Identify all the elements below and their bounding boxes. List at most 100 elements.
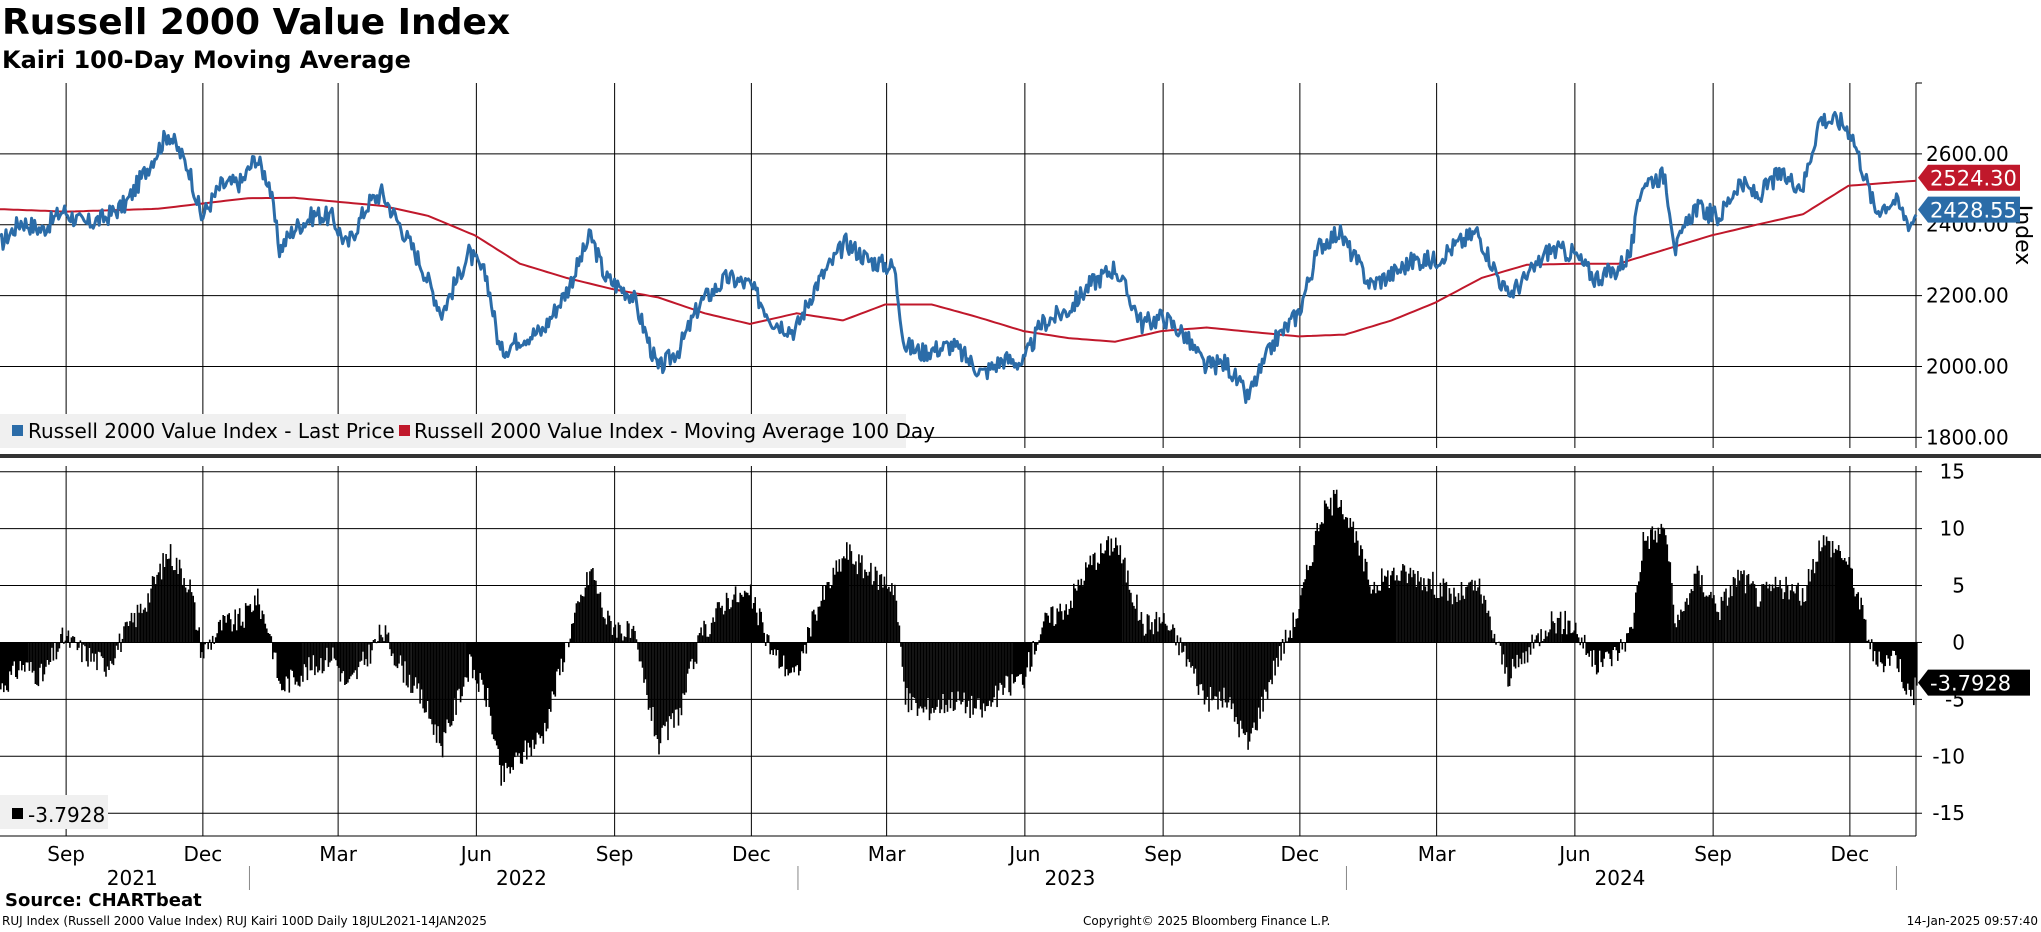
kairi-bar <box>93 642 95 662</box>
kairi-bar <box>238 608 241 643</box>
kairi-bar <box>84 642 86 647</box>
kairi-bar <box>867 575 869 643</box>
kairi-bar <box>837 571 839 643</box>
kairi-bar <box>1193 642 1195 674</box>
kairi-bar <box>1866 640 1868 643</box>
kairi-bar <box>1480 594 1482 643</box>
kairi-bar <box>1890 642 1893 656</box>
kairi-bar <box>177 574 179 643</box>
kairi-bar <box>1807 569 1810 643</box>
kairi-bar <box>1516 642 1518 655</box>
kairi-bar <box>598 593 600 643</box>
kairi-bar <box>1785 576 1787 643</box>
kairi-bar <box>773 642 776 650</box>
kairi-bar <box>840 571 842 643</box>
kairi-bar <box>165 554 167 643</box>
kairi-bar <box>145 611 148 643</box>
kairi-bar <box>112 642 115 666</box>
kairi-bar <box>901 642 904 667</box>
kairi-bar <box>444 642 447 734</box>
kairi-bar <box>1898 642 1900 673</box>
kairi-bar <box>1774 576 1777 643</box>
kairi-bar <box>829 588 832 643</box>
x-month-label: Mar <box>319 842 358 866</box>
kairi-bar <box>258 604 261 643</box>
kairi-bars <box>0 489 1918 786</box>
kairi-bar <box>1529 642 1532 655</box>
kairi-bar <box>1786 584 1789 643</box>
kairi-bar <box>779 642 782 667</box>
kairi-bar <box>1541 641 1544 643</box>
kairi-bar <box>1077 579 1080 643</box>
kairi-bar <box>635 639 638 643</box>
kairi-bar <box>913 642 916 699</box>
kairi-bar <box>426 642 429 701</box>
kairi-bar <box>1771 584 1774 643</box>
kairi-bar <box>1765 581 1768 643</box>
kairi-bar <box>1483 595 1485 643</box>
kairi-bar <box>342 642 345 672</box>
kairi-bar <box>1761 584 1763 643</box>
kairi-bar <box>1426 591 1428 643</box>
kairi-bar <box>150 588 152 643</box>
kairi-bar <box>1420 577 1422 643</box>
kairi-bar <box>513 642 516 758</box>
kairi-bar <box>742 596 744 643</box>
kairi-bar <box>1644 540 1646 643</box>
kairi-bar <box>1854 596 1856 643</box>
footer-copyright: Copyright© 2025 Bloomberg Finance L.P. <box>1083 914 1331 928</box>
kairi-bar <box>1738 580 1741 643</box>
kairi-bar <box>175 557 178 643</box>
kairi-bar <box>1475 590 1478 643</box>
kairi-bar <box>1441 596 1443 643</box>
kairi-bar <box>599 592 602 643</box>
kairi-bar <box>1791 584 1793 643</box>
kairi-bar <box>1307 570 1309 643</box>
kairi-bar <box>1752 581 1754 643</box>
kairi-bar <box>108 642 110 670</box>
kairi-bar <box>1815 561 1817 643</box>
kairi-bar <box>79 640 82 643</box>
kairi-bar <box>1292 612 1294 643</box>
kairi-bar <box>656 642 659 739</box>
kairi-bar <box>1702 592 1705 643</box>
kairi-bar <box>67 630 70 643</box>
kairi-bar <box>1262 642 1264 712</box>
kairi-bar <box>402 642 405 683</box>
kairi-bar <box>127 626 130 643</box>
kairi-bar <box>1106 540 1108 643</box>
kairi-bar <box>907 642 910 713</box>
kairi-bar <box>1436 598 1439 643</box>
kairi-bar <box>856 574 859 643</box>
kairi-bar <box>1244 642 1246 735</box>
x-month-label: Jun <box>1007 842 1040 866</box>
kairi-bar <box>486 642 489 688</box>
kairi-bar <box>456 642 459 691</box>
kairi-bar <box>12 642 14 666</box>
kairi-bar <box>1247 642 1249 750</box>
kairi-bar <box>641 642 644 668</box>
kairi-bar <box>686 642 689 674</box>
kairi-bar <box>345 642 348 684</box>
footer-series-info: RUJ Index (Russell 2000 Value Index) RUJ… <box>2 914 487 928</box>
kairi-bar <box>58 642 61 649</box>
kairi-bar <box>1806 585 1808 643</box>
kairi-bar <box>251 612 253 643</box>
kairi-bar <box>1397 580 1400 643</box>
kairi-bar <box>1073 583 1075 643</box>
kairi-bar <box>106 642 109 667</box>
kairi-bar <box>1161 621 1164 643</box>
kairi-bar <box>1607 642 1610 654</box>
kairi-bar <box>446 642 448 720</box>
kairi-bar <box>1843 558 1846 643</box>
kairi-bar <box>1824 545 1826 643</box>
kairi-bar <box>1408 573 1410 643</box>
kairi-bar <box>208 639 211 643</box>
kairi-bar <box>1848 557 1850 643</box>
kairi-bar <box>153 576 155 643</box>
kairi-bar <box>547 642 549 729</box>
kairi-bar <box>1009 642 1012 696</box>
kairi-bar <box>447 642 450 723</box>
kairi-bar <box>45 642 47 667</box>
kairi-bar <box>1232 642 1234 704</box>
